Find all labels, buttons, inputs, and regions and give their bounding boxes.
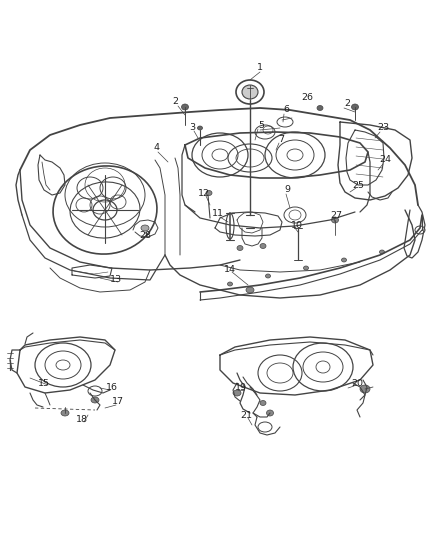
Ellipse shape	[352, 104, 358, 110]
Text: 2: 2	[344, 100, 350, 109]
Ellipse shape	[342, 258, 346, 262]
Ellipse shape	[265, 274, 271, 278]
Text: 28: 28	[139, 230, 151, 239]
Text: 27: 27	[330, 211, 342, 220]
Text: 15: 15	[38, 378, 50, 387]
Ellipse shape	[237, 246, 243, 251]
Ellipse shape	[91, 397, 99, 403]
Text: 21: 21	[240, 410, 252, 419]
Text: 2: 2	[172, 98, 178, 107]
Text: 12: 12	[198, 189, 210, 198]
Text: 14: 14	[224, 265, 236, 274]
Ellipse shape	[246, 287, 254, 293]
Text: 4: 4	[153, 143, 159, 152]
Ellipse shape	[61, 410, 69, 416]
Ellipse shape	[198, 126, 202, 130]
Ellipse shape	[141, 225, 149, 231]
Ellipse shape	[181, 104, 188, 110]
Text: 19: 19	[235, 384, 247, 392]
Ellipse shape	[360, 385, 370, 393]
Text: 5: 5	[258, 120, 264, 130]
Text: 1: 1	[257, 63, 263, 72]
Ellipse shape	[260, 244, 266, 248]
Text: 11: 11	[212, 208, 224, 217]
Ellipse shape	[304, 266, 308, 270]
Ellipse shape	[227, 282, 233, 286]
Text: 18: 18	[76, 416, 88, 424]
Ellipse shape	[233, 390, 241, 396]
Ellipse shape	[260, 400, 266, 406]
Text: 13: 13	[110, 276, 122, 285]
Text: 26: 26	[301, 93, 313, 101]
Text: 23: 23	[377, 124, 389, 133]
Text: 24: 24	[379, 156, 391, 165]
Ellipse shape	[242, 85, 258, 99]
Text: 9: 9	[284, 185, 290, 195]
Text: 7: 7	[278, 135, 284, 144]
Text: 16: 16	[106, 384, 118, 392]
Text: 6: 6	[283, 106, 289, 115]
Ellipse shape	[332, 217, 339, 223]
Ellipse shape	[379, 250, 385, 254]
Text: 20: 20	[351, 378, 363, 387]
Text: 10: 10	[291, 221, 303, 230]
Ellipse shape	[317, 106, 323, 110]
Text: 17: 17	[112, 398, 124, 407]
Ellipse shape	[206, 190, 212, 196]
Text: 25: 25	[352, 181, 364, 190]
Text: 3: 3	[189, 123, 195, 132]
Ellipse shape	[266, 410, 273, 416]
